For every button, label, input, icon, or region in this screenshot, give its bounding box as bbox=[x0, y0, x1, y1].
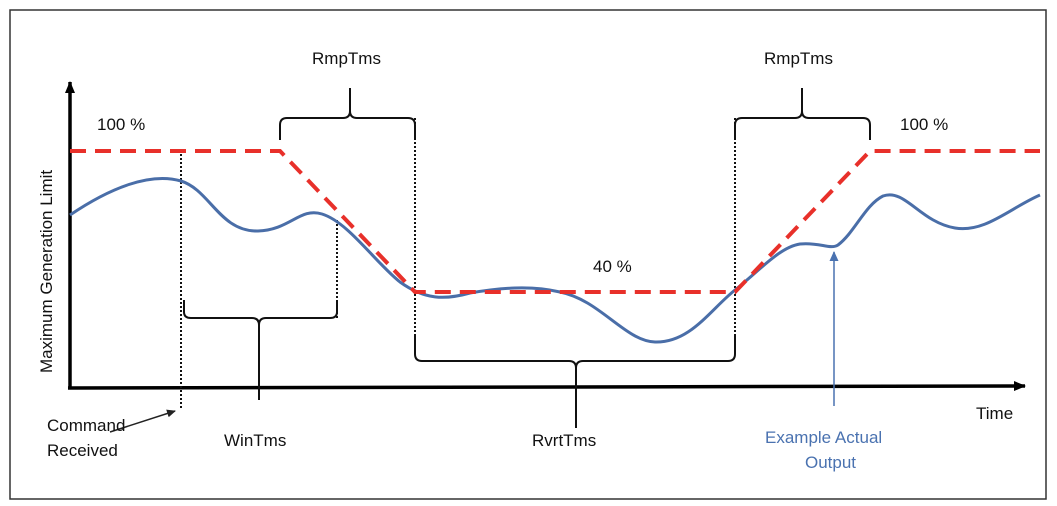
window-brace bbox=[183, 300, 338, 400]
actual-output-curve bbox=[69, 177, 1041, 344]
y-axis-label: Maximum Generation Limit bbox=[37, 170, 56, 373]
level-40-label: 40 % bbox=[593, 257, 632, 276]
command-label-line1: Command bbox=[47, 416, 125, 435]
ramp-down-brace bbox=[279, 88, 416, 140]
output-label-line2: Output bbox=[805, 453, 856, 472]
ramp-down-label: RmpTms bbox=[312, 49, 381, 68]
command-label-line2: Received bbox=[47, 441, 118, 460]
revert-label: RvrtTms bbox=[532, 431, 596, 450]
window-label: WinTms bbox=[224, 431, 286, 450]
ramp-up-label: RmpTms bbox=[764, 49, 833, 68]
output-label-line1: Example Actual bbox=[765, 428, 882, 447]
command-received-arrow bbox=[109, 409, 176, 433]
level-100-right-label: 100 % bbox=[900, 115, 948, 134]
generation-limit-line bbox=[70, 149, 1040, 294]
revert-brace bbox=[414, 335, 736, 428]
ramp-up-brace bbox=[734, 88, 871, 140]
frame-border bbox=[9, 9, 1047, 500]
x-axis-label: Time bbox=[976, 404, 1013, 423]
x-axis bbox=[67, 381, 1026, 392]
level-100-left-label: 100 % bbox=[97, 115, 145, 134]
